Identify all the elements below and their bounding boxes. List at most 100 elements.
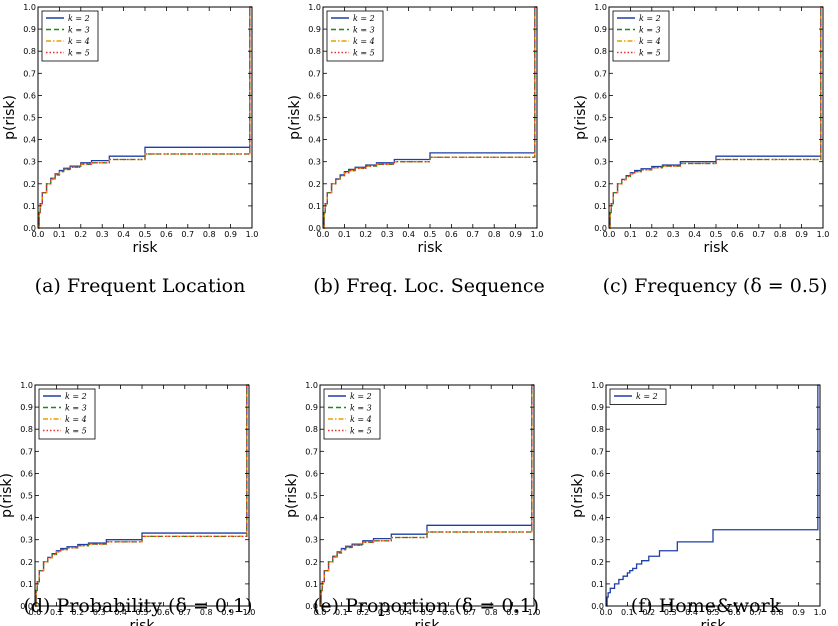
x-tick-label: 0.0 bbox=[32, 230, 45, 239]
y-tick-label: 0.9 bbox=[308, 25, 321, 34]
y-tick-label: 0.9 bbox=[305, 403, 318, 412]
x-tick-label: 0.3 bbox=[378, 608, 391, 617]
y-tick-label: 0.0 bbox=[308, 224, 321, 233]
x-tick-label: 0.8 bbox=[485, 608, 498, 617]
y-tick-label: 0.5 bbox=[591, 492, 604, 501]
caption-b: (b) Freq. Loc. Sequence bbox=[313, 275, 545, 297]
y-tick-label: 0.3 bbox=[594, 158, 607, 167]
x-tick-label: 0.0 bbox=[29, 608, 42, 617]
series-group bbox=[35, 384, 249, 607]
series-group bbox=[606, 384, 820, 607]
caption-a: (a) Frequent Location bbox=[35, 275, 246, 297]
legend-label: k = 3 bbox=[350, 404, 372, 413]
legend-label: k = 4 bbox=[350, 415, 372, 424]
legend-box bbox=[326, 10, 384, 62]
y-tick-label: 0.0 bbox=[23, 224, 36, 233]
x-tick-label: 0.8 bbox=[488, 230, 501, 239]
legend-label: k = 2 bbox=[639, 14, 661, 23]
x-axis-label: risk bbox=[703, 240, 729, 256]
y-tick-label: 0.7 bbox=[23, 69, 36, 78]
y-tick-label: 0.3 bbox=[305, 536, 318, 545]
x-tick-label: 0.1 bbox=[621, 608, 634, 617]
y-tick-label: 0.4 bbox=[308, 136, 321, 145]
y-tick-label: 0.0 bbox=[20, 602, 33, 611]
x-tick-label: 0.6 bbox=[728, 608, 741, 617]
x-axis-label: risk bbox=[414, 618, 440, 626]
y-axis-label: p(risk) bbox=[2, 95, 18, 140]
y-tick-label: 0.6 bbox=[594, 91, 607, 100]
y-tick-label: 0.2 bbox=[20, 558, 33, 567]
y-tick-label: 1.0 bbox=[591, 381, 604, 390]
series-line-4 bbox=[323, 6, 537, 229]
caption-f: (f) Home&work bbox=[631, 595, 782, 617]
legend-label: k = 2 bbox=[353, 14, 375, 23]
x-tick-label: 0.0 bbox=[600, 608, 613, 617]
x-tick-label: 0.1 bbox=[335, 608, 348, 617]
legend: k = 2 k = 3 k = 4 k = 5 bbox=[38, 388, 96, 440]
y-tick-label: 0.7 bbox=[308, 69, 321, 78]
series-group bbox=[323, 6, 537, 229]
x-tick-label: 0.5 bbox=[136, 608, 149, 617]
y-tick-label: 1.0 bbox=[23, 3, 36, 12]
y-tick-label: 0.2 bbox=[594, 180, 607, 189]
legend: k = 2 k = 3 k = 4 k = 5 bbox=[612, 10, 670, 62]
y-tick-label: 0.9 bbox=[20, 403, 33, 412]
legend-label: k = 4 bbox=[68, 37, 90, 46]
x-axis-label: risk bbox=[132, 240, 158, 256]
x-tick-label: 1.0 bbox=[814, 608, 827, 617]
y-tick-label: 0.9 bbox=[591, 403, 604, 412]
y-tick-label: 0.5 bbox=[305, 492, 318, 501]
y-tick-label: 0.8 bbox=[20, 425, 33, 434]
y-axis-label: p(risk) bbox=[573, 95, 589, 140]
x-tick-label: 0.7 bbox=[178, 608, 191, 617]
y-tick-label: 0.5 bbox=[594, 114, 607, 123]
y-tick-label: 0.2 bbox=[305, 558, 318, 567]
x-tick-label: 0.3 bbox=[667, 230, 680, 239]
x-tick-label: 0.9 bbox=[221, 608, 234, 617]
x-tick-label: 1.0 bbox=[528, 608, 541, 617]
y-tick-label: 1.0 bbox=[594, 3, 607, 12]
y-tick-label: 0.1 bbox=[308, 202, 321, 211]
x-tick-label: 0.5 bbox=[421, 608, 434, 617]
y-tick-label: 0.9 bbox=[594, 25, 607, 34]
legend-box bbox=[38, 388, 96, 440]
legend-box bbox=[323, 388, 381, 440]
x-tick-label: 0.1 bbox=[50, 608, 63, 617]
y-tick-label: 0.8 bbox=[305, 425, 318, 434]
y-tick-label: 0.3 bbox=[591, 536, 604, 545]
y-tick-label: 0.3 bbox=[20, 536, 33, 545]
x-tick-label: 0.6 bbox=[160, 230, 173, 239]
y-tick-label: 0.4 bbox=[594, 136, 607, 145]
y-tick-label: 0.6 bbox=[20, 469, 33, 478]
chart-panel-e: 0.0 0.1 0.2 0.3 0.4 0.5 0.6 0.7 0.8 0.9 1.0 0.0 0.1 0… bbox=[284, 381, 540, 626]
x-tick-label: 1.0 bbox=[531, 230, 544, 239]
series-line-4 bbox=[35, 384, 249, 607]
x-tick-label: 0.4 bbox=[399, 608, 412, 617]
y-tick-label: 0.4 bbox=[591, 514, 604, 523]
y-tick-label: 0.7 bbox=[305, 447, 318, 456]
x-tick-label: 0.2 bbox=[356, 608, 369, 617]
x-axis-label: risk bbox=[700, 618, 726, 626]
series-line-1 bbox=[606, 384, 820, 607]
x-tick-label: 0.9 bbox=[795, 230, 808, 239]
x-tick-label: 0.4 bbox=[402, 230, 415, 239]
x-tick-label: 0.4 bbox=[688, 230, 701, 239]
legend-box bbox=[41, 10, 99, 62]
x-tick-label: 0.6 bbox=[442, 608, 455, 617]
x-tick-label: 0.6 bbox=[157, 608, 170, 617]
x-tick-label: 0.7 bbox=[752, 230, 765, 239]
legend: k = 2 k = 3 k = 4 k = 5 bbox=[326, 10, 384, 62]
x-tick-label: 0.5 bbox=[424, 230, 437, 239]
legend-label: k = 4 bbox=[639, 37, 661, 46]
y-tick-label: 0.6 bbox=[308, 91, 321, 100]
legend-label: k = 2 bbox=[68, 14, 90, 23]
y-tick-label: 1.0 bbox=[20, 381, 33, 390]
series-group bbox=[320, 384, 534, 607]
y-tick-label: 1.0 bbox=[308, 3, 321, 12]
y-tick-label: 0.7 bbox=[591, 447, 604, 456]
legend-label: k = 2 bbox=[636, 392, 658, 401]
x-tick-label: 0.8 bbox=[200, 608, 213, 617]
x-tick-label: 0.0 bbox=[317, 230, 330, 239]
x-tick-label: 0.8 bbox=[203, 230, 216, 239]
